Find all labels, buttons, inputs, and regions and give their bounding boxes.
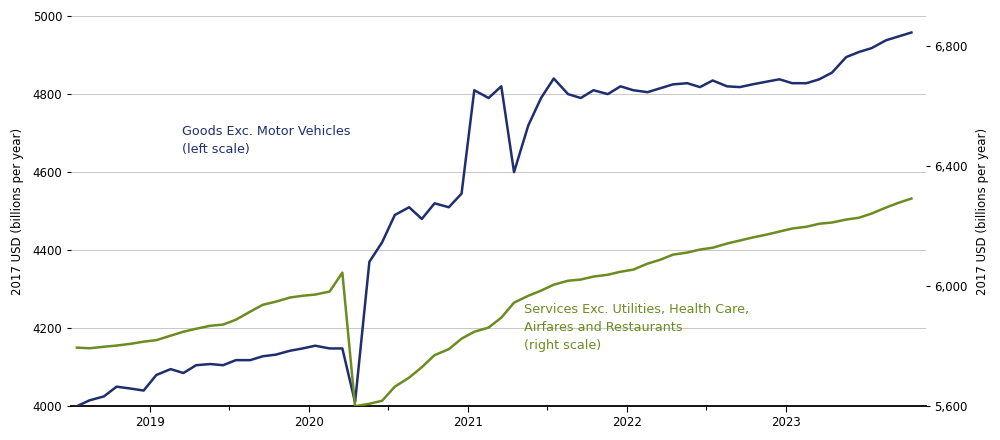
Y-axis label: 2017 USD (billions per year): 2017 USD (billions per year) xyxy=(11,128,24,295)
Text: Services Exc. Utilities, Health Care,
Airfares and Restaurants
(right scale): Services Exc. Utilities, Health Care, Ai… xyxy=(524,303,749,352)
Y-axis label: 2017 USD (billions per year): 2017 USD (billions per year) xyxy=(976,128,989,295)
Text: Goods Exc. Motor Vehicles
(left scale): Goods Exc. Motor Vehicles (left scale) xyxy=(182,125,350,156)
